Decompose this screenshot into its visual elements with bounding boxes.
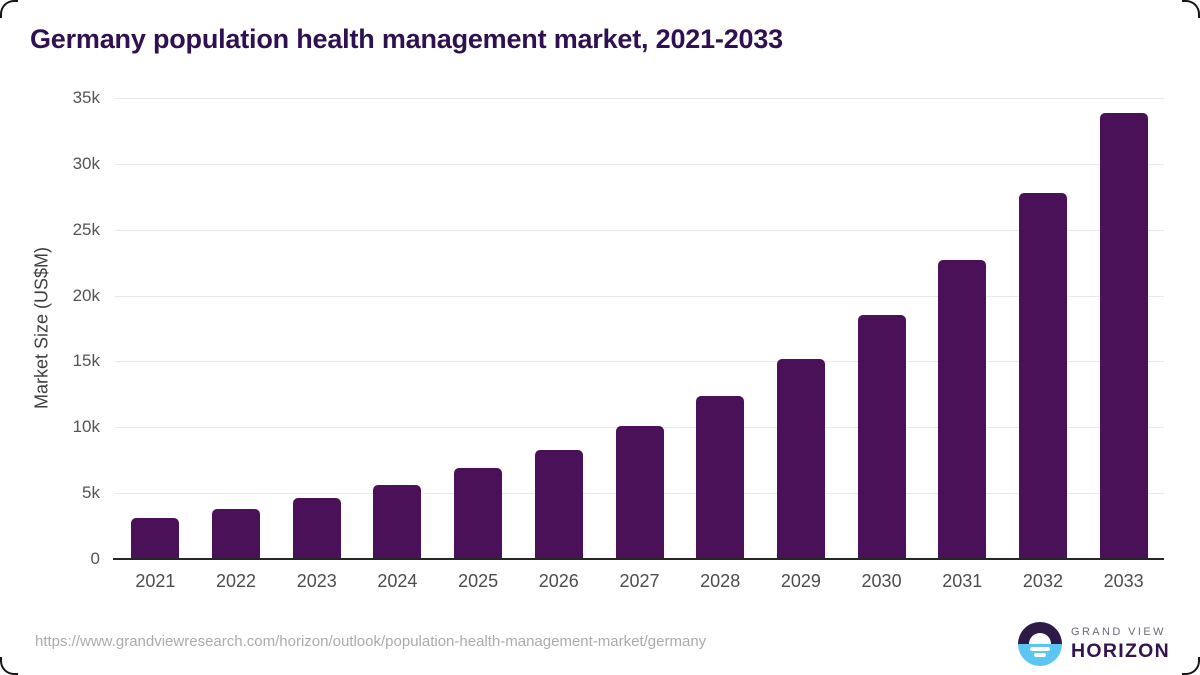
logo-text: GRAND VIEW HORIZON	[1071, 626, 1170, 663]
bar-2028	[696, 395, 745, 559]
y-tick-35k: 35k	[72, 88, 100, 107]
corner-decoration	[0, 657, 18, 675]
reflection-line	[1030, 647, 1050, 651]
x-tick-2032: 2032	[1022, 571, 1063, 591]
gridline-20k	[115, 295, 1164, 297]
x-tick-2029: 2029	[780, 571, 821, 591]
x-tick-2024: 2024	[377, 571, 418, 591]
y-tick-20k: 20k	[72, 285, 100, 305]
x-tick-2030: 2030	[861, 571, 902, 591]
x-tick-2025: 2025	[458, 571, 499, 591]
gridline-25k	[115, 229, 1164, 231]
gridline-15k	[115, 361, 1164, 363]
y-tick-30k: 30k	[72, 153, 100, 173]
x-tick-2026: 2026	[538, 571, 579, 591]
bar-2023	[292, 498, 341, 559]
x-tick-2022: 2022	[216, 571, 257, 591]
brand-name-top: GRAND VIEW	[1071, 625, 1166, 638]
sun-shape	[1029, 633, 1051, 644]
brand-name-bottom: HORIZON	[1071, 639, 1171, 662]
bar-2029	[776, 358, 825, 559]
y-tick-0: 0	[90, 549, 100, 568]
reflection-line	[1034, 653, 1046, 657]
bar-2026	[534, 449, 583, 559]
x-tick-2021: 2021	[135, 571, 176, 591]
horizon-sun-icon	[1018, 622, 1062, 666]
bar-2021	[131, 518, 180, 559]
bar-2022	[212, 508, 261, 559]
x-tick-2028: 2028	[700, 571, 741, 591]
y-tick-15k: 15k	[72, 351, 100, 371]
bar-2030	[857, 315, 906, 559]
x-tick-2027: 2027	[619, 571, 660, 591]
bar-2025	[454, 468, 503, 559]
gridline-35k	[115, 98, 1164, 99]
grand-view-horizon-logo: GRAND VIEW HORIZON	[1018, 622, 1170, 666]
corner-decoration	[1182, 657, 1200, 675]
y-tick-5k: 5k	[82, 483, 100, 503]
y-tick-25k: 25k	[72, 219, 100, 239]
y-axis-title: Market Size (US$M)	[31, 246, 52, 410]
chart-title: Germany population health management mar…	[30, 24, 783, 54]
x-tick-2033: 2033	[1103, 571, 1144, 591]
gridline-30k	[115, 163, 1164, 165]
corner-decoration	[1182, 0, 1200, 18]
bar-2027	[615, 425, 664, 559]
bar-2033	[1099, 112, 1148, 559]
x-tick-2023: 2023	[296, 571, 337, 591]
source-url: https://www.grandviewresearch.com/horizo…	[35, 633, 707, 650]
bar-2024	[373, 485, 422, 559]
x-tick-2031: 2031	[942, 571, 983, 591]
bar-2031	[938, 260, 987, 559]
y-tick-10k: 10k	[72, 417, 100, 437]
x-axis-line	[113, 558, 1164, 560]
plot-area	[115, 98, 1164, 559]
bar-2032	[1018, 192, 1067, 559]
corner-decoration	[0, 0, 18, 18]
